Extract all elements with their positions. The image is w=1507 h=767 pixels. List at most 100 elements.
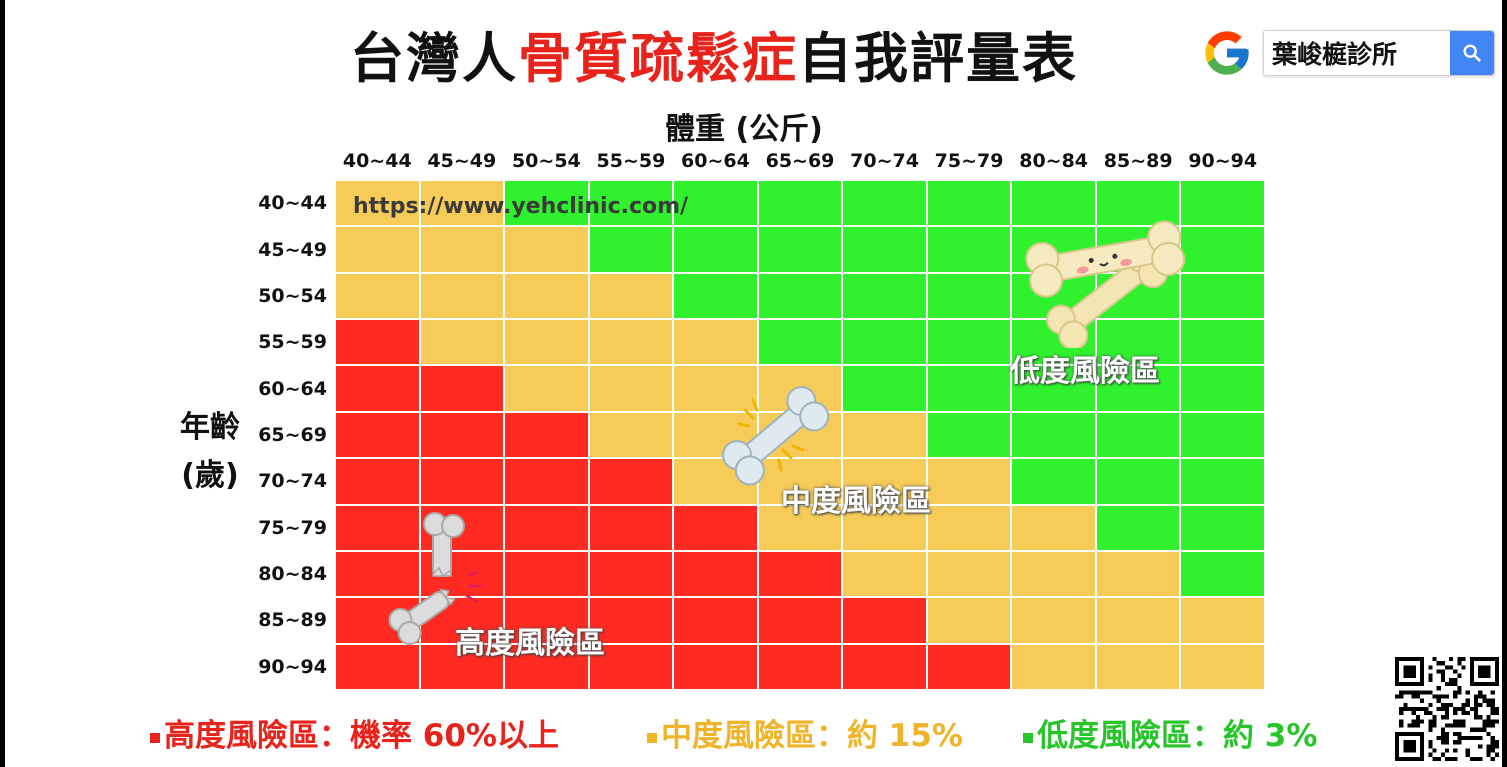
x-tick-label: 75~79 (934, 150, 1004, 172)
heatmap-cell-low (842, 180, 927, 227)
heatmap-cell-low (842, 319, 927, 366)
heatmap-cell-high (419, 597, 505, 644)
heatmap-cell-low (1180, 411, 1265, 459)
heatmap-cell-low (588, 180, 674, 227)
heatmap-cell-medium (926, 458, 1012, 505)
heatmap-cell-medium (419, 319, 505, 366)
heatmap-cell-medium (588, 272, 674, 320)
legend-high: 高度風險區：機率 60%以上 (150, 710, 559, 755)
heatmap-cell-low (588, 226, 674, 273)
heatmap-cell-high (419, 365, 505, 412)
heatmap-cell-high (504, 458, 589, 505)
heatmap-cell-high (504, 597, 589, 644)
heatmap-cell-high (673, 597, 758, 644)
search-field[interactable]: 葉峻榳診所 (1263, 30, 1495, 76)
qr-code-icon[interactable] (1395, 657, 1499, 761)
y-axis-label-line2: (歲) (181, 458, 239, 493)
y-tick-label: 65~69 (258, 424, 327, 446)
heatmap-cell-high (588, 550, 674, 598)
heatmap-cell-low (1180, 180, 1265, 227)
heatmap-cell-high (335, 411, 420, 459)
heatmap-cell-high (419, 458, 505, 505)
heatmap-cell-medium (926, 550, 1012, 598)
heatmap-cell-high (335, 365, 420, 412)
heatmap-cell-low (926, 365, 1012, 412)
heatmap-cell-low (1180, 319, 1265, 366)
heatmap-cell-low (926, 180, 1012, 227)
heatmap-cell-medium (842, 550, 927, 598)
chart-canvas: 台灣人骨質疏鬆症自我評量表 葉峻榳診所 體重 (公斤) 年齡 (歲) 40~44… (5, 0, 1502, 767)
y-tick-label: 55~59 (258, 331, 327, 354)
heatmap-cell-high (335, 504, 420, 551)
y-tick-label: 50~54 (258, 284, 327, 307)
heatmap-cell-low (842, 272, 927, 320)
heatmap-cell-high (673, 643, 758, 690)
heatmap-cell-medium (1011, 643, 1096, 690)
y-tick-label: 70~74 (258, 470, 327, 493)
heatmap-cell-high (673, 504, 758, 551)
heatmap-cell-low (757, 226, 843, 273)
google-search-box[interactable]: 葉峻榳診所 (1201, 27, 1495, 79)
heatmap-cell-medium (504, 319, 589, 366)
heatmap-cell-low (1011, 458, 1096, 505)
heatmap-cell-low (1095, 365, 1181, 412)
heatmap-cell-low (757, 319, 843, 366)
cracking-bone-icon (722, 386, 830, 486)
heatmap-cell-low (1095, 411, 1181, 459)
heatmap-cell-medium (842, 411, 927, 459)
search-button[interactable] (1450, 31, 1494, 75)
google-logo-icon (1205, 31, 1249, 75)
heatmap-cell-medium (419, 226, 505, 273)
heatmap-cell-high (504, 643, 589, 690)
heatmap-cell-low (1180, 550, 1265, 598)
heatmap-cell-medium (1180, 597, 1265, 644)
heatmap-cell-low (757, 272, 843, 320)
heatmap-cell-low (1180, 504, 1265, 551)
heatmap-cell-low (926, 411, 1012, 459)
heatmap-cell-high (757, 597, 843, 644)
heatmap-cell-high (335, 458, 420, 505)
heatmap-cell-high (588, 643, 674, 690)
heatmap-cell-high (419, 411, 505, 459)
heatmap-cell-high (335, 550, 420, 598)
y-tick-label: 85~89 (258, 609, 327, 632)
heatmap-cell-medium (335, 272, 420, 320)
legend-swatch-medium (647, 732, 657, 743)
search-icon (1463, 44, 1481, 62)
heatmap-cell-medium (588, 365, 674, 412)
heatmap-cell-low (1095, 504, 1181, 551)
heatmap-cell-low (926, 272, 1012, 320)
x-tick-label: 65~69 (765, 150, 835, 172)
heatmap-cell-medium (842, 458, 927, 505)
heatmap-cell-low (673, 226, 758, 273)
heatmap-cell-low (1180, 458, 1265, 505)
heatmap-cell-low (1011, 411, 1096, 459)
heatmap-cell-low (1011, 365, 1096, 412)
heatmap-cell-medium (1011, 597, 1096, 644)
heatmap-cell-low (1180, 226, 1265, 273)
heatmap-cell-high (588, 504, 674, 551)
heatmap-cell-medium (1011, 504, 1096, 551)
search-query[interactable]: 葉峻榳診所 (1272, 40, 1398, 69)
y-axis-label: 年齡 (歲) (170, 404, 250, 500)
x-tick-label: 50~54 (511, 150, 581, 172)
legend-low: 低度風險區：約 3% (1023, 710, 1317, 755)
x-tick-label: 60~64 (681, 150, 750, 172)
heatmap-cell-low (1180, 272, 1265, 320)
heatmap-cell-high (757, 550, 843, 598)
heatmap-cell-medium (1011, 550, 1096, 598)
y-tick-label: 45~49 (258, 238, 327, 261)
happy-bone-icon (1025, 220, 1186, 348)
heatmap-cell-high (504, 411, 589, 459)
heatmap-cell-low (673, 180, 758, 227)
heatmap-cell-medium (504, 365, 589, 412)
heatmap-cell-medium (673, 365, 758, 412)
heatmap-cell-medium (504, 226, 589, 273)
zone-label-low: 低度風險區 (1010, 354, 1160, 389)
legend-text-high: 高度風險區：機率 60%以上 (164, 718, 559, 754)
heatmap-cell-medium (419, 180, 505, 227)
y-tick-label: 75~79 (258, 516, 327, 539)
y-tick-label: 40~44 (258, 192, 327, 215)
heatmap-cell-low (842, 365, 927, 412)
heatmap-cell-medium (335, 180, 420, 227)
